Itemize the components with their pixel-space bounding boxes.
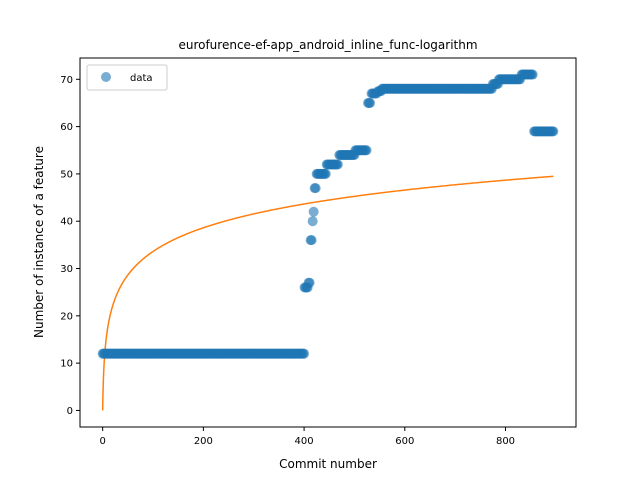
scatter-layer [97,69,559,359]
x-tick-label: 800 [496,436,515,447]
y-axis: 0 10 20 30 40 50 60 70 [60,75,80,417]
data-point [548,126,559,137]
data-point [320,168,331,179]
data-point [361,145,372,156]
y-axis-label: Number of instance of a feature [32,146,46,338]
x-tick-label: 600 [395,436,414,447]
x-axis-label: Commit number [279,457,377,471]
plot-frame [79,57,577,428]
legend-marker-data [101,72,111,82]
y-tick-label: 20 [60,311,73,322]
legend-box [86,64,168,91]
data-point [332,159,343,170]
chart-title: eurofurence-ef-app_android_inline_func-l… [178,38,477,52]
y-tick-label: 70 [60,75,73,86]
plot-background [80,58,576,427]
data-point [310,183,321,194]
x-tick-label: 200 [194,436,213,447]
x-tick-label: 400 [295,436,314,447]
y-tick-label: 40 [60,217,73,228]
legend-label-data: data [130,73,153,84]
y-tick-label: 30 [60,264,73,275]
y-tick-label: 10 [60,359,73,370]
legend: data [86,64,168,91]
y-tick-label: 0 [67,406,73,417]
fit-line [101,175,554,411]
plot-area [79,57,577,428]
data-point [304,277,315,288]
x-axis: 0 200 400 600 800 [99,427,515,447]
data-point [308,206,319,217]
data-point [299,348,310,359]
data-point [527,69,538,80]
x-tick-label: 0 [99,436,105,447]
y-tick-label: 60 [60,122,73,133]
fit-layer [101,175,554,411]
y-tick-label: 50 [60,169,73,180]
data-point [307,216,318,227]
data-point [365,97,376,108]
data-point [306,235,317,246]
